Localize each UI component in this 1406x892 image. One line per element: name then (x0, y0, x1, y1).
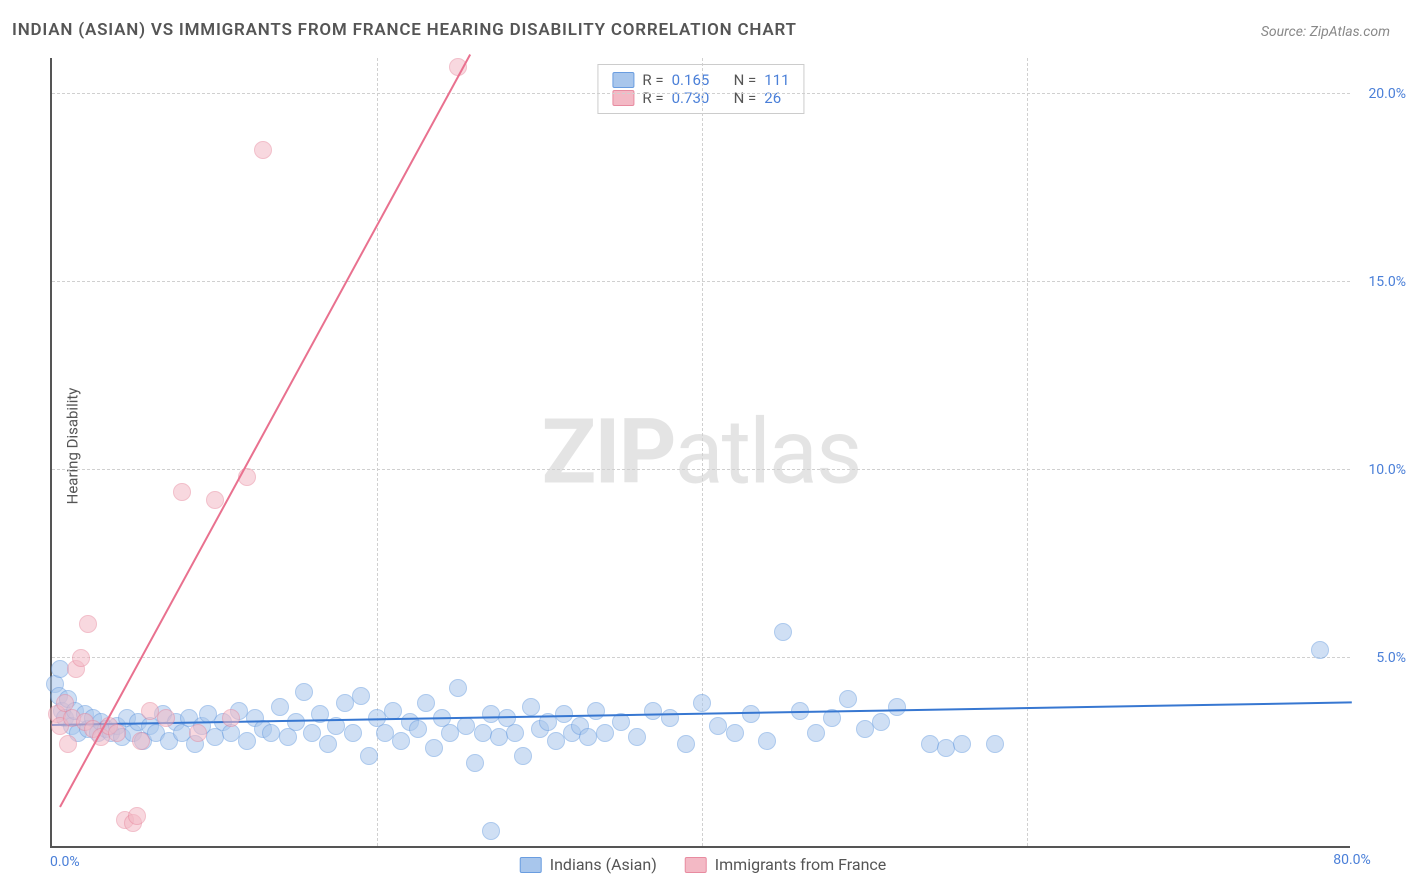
data-point (449, 679, 467, 697)
y-tick-label: 5.0% (1376, 650, 1406, 666)
legend-swatch (685, 857, 707, 873)
data-point (474, 724, 492, 742)
data-point (758, 732, 776, 750)
data-point (384, 702, 402, 720)
series-legend-item: Immigrants from France (685, 855, 887, 874)
data-point (661, 709, 679, 727)
data-point (514, 747, 532, 765)
data-point (986, 735, 1004, 753)
legend-n-label: N = (734, 71, 757, 89)
data-point (466, 754, 484, 772)
data-point (628, 728, 646, 746)
data-point (238, 732, 256, 750)
data-point (953, 735, 971, 753)
data-point (441, 724, 459, 742)
data-point (579, 728, 597, 746)
data-point (271, 698, 289, 716)
legend-row: R = 0.165 N = 111 (612, 71, 789, 89)
data-point (921, 735, 939, 753)
data-point (1311, 641, 1329, 659)
data-point (336, 694, 354, 712)
correlation-legend: R =0.165N =111R =0.730N =26 (597, 64, 804, 114)
data-point (72, 649, 90, 667)
data-point (774, 623, 792, 641)
data-point (506, 724, 524, 742)
data-point (425, 739, 443, 757)
gridline-h (52, 93, 1350, 94)
data-point (872, 713, 890, 731)
data-point (587, 702, 605, 720)
data-point (222, 709, 240, 727)
gridline-v (1027, 58, 1028, 846)
data-point (108, 724, 126, 742)
data-point (839, 690, 857, 708)
gridline-v (702, 58, 703, 846)
legend-n-value: 111 (764, 71, 789, 89)
legend-swatch (612, 72, 634, 88)
y-tick-label: 15.0% (1368, 274, 1406, 290)
data-point (295, 683, 313, 701)
trend-line (59, 55, 471, 808)
gridline-h (52, 281, 1350, 282)
data-point (59, 735, 77, 753)
source-label: Source: ZipAtlas.com (1261, 24, 1390, 40)
series-legend-item: Indians (Asian) (520, 855, 657, 874)
data-point (254, 141, 272, 159)
data-point (79, 615, 97, 633)
legend-r-label: R = (642, 71, 663, 89)
data-point (360, 747, 378, 765)
chart-container: INDIAN (ASIAN) VS IMMIGRANTS FROM FRANCE… (0, 0, 1406, 892)
data-point (522, 698, 540, 716)
data-point (693, 694, 711, 712)
data-point (132, 732, 150, 750)
data-point (262, 724, 280, 742)
data-point (490, 728, 508, 746)
watermark: ZIPatlas (542, 400, 861, 505)
y-tick-label: 20.0% (1368, 86, 1406, 102)
data-point (742, 705, 760, 723)
series-legend-label: Immigrants from France (715, 855, 887, 874)
gridline-h (52, 657, 1350, 658)
data-point (189, 724, 207, 742)
data-point (173, 483, 191, 501)
legend-r-value: 0.165 (672, 71, 726, 89)
data-point (409, 720, 427, 738)
data-point (726, 724, 744, 742)
data-point (482, 822, 500, 840)
x-tick-origin: 0.0% (50, 854, 80, 870)
data-point (482, 705, 500, 723)
legend-swatch (520, 857, 542, 873)
data-point (344, 724, 362, 742)
data-point (128, 807, 146, 825)
series-legend-label: Indians (Asian) (550, 855, 657, 874)
series-legend: Indians (Asian) Immigrants from France (520, 855, 887, 874)
data-point (856, 720, 874, 738)
data-point (206, 491, 224, 509)
chart-title: INDIAN (ASIAN) VS IMMIGRANTS FROM FRANCE… (12, 20, 797, 40)
data-point (677, 735, 695, 753)
data-point (547, 732, 565, 750)
plot-area: ZIPatlas R =0.165N =111R =0.730N =26 5.0… (50, 58, 1350, 848)
data-point (303, 724, 321, 742)
data-point (319, 735, 337, 753)
data-point (596, 724, 614, 742)
x-tick-label: 80.0% (1333, 852, 1371, 868)
data-point (392, 732, 410, 750)
data-point (888, 698, 906, 716)
data-point (157, 709, 175, 727)
data-point (807, 724, 825, 742)
data-point (352, 687, 370, 705)
y-tick-label: 10.0% (1368, 462, 1406, 478)
data-point (417, 694, 435, 712)
data-point (937, 739, 955, 757)
